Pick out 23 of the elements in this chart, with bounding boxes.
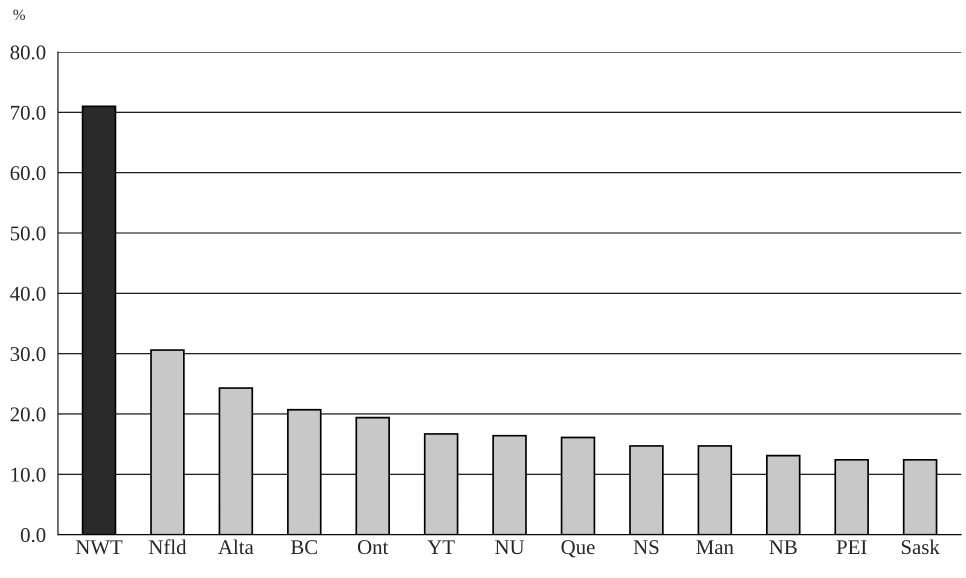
y-tick-label: 0.0 xyxy=(20,528,46,542)
y-tick-label: 40.0 xyxy=(10,286,46,301)
x-tick-label: Nfld xyxy=(148,539,186,554)
x-tick-label: BC xyxy=(290,540,318,554)
y-tick-label: 70.0 xyxy=(11,106,46,120)
x-tick-label: Que xyxy=(561,540,595,558)
x-tick-label: Man xyxy=(696,540,734,554)
x-tick-label: NU xyxy=(495,540,524,554)
y-tick-label: 30.0 xyxy=(10,347,46,362)
y-tick-label: 50.0 xyxy=(10,226,46,241)
y-tick-label: 80.0 xyxy=(10,45,46,60)
y-axis-title: % xyxy=(13,10,26,20)
x-tick-label: NB xyxy=(769,540,797,554)
x-tick-label: Ont xyxy=(358,540,388,554)
y-tick-label: 20.0 xyxy=(10,407,46,422)
y-tick-label: 60.0 xyxy=(10,166,46,180)
x-tick-label: Sask xyxy=(902,540,940,554)
x-tick-label: Alta xyxy=(218,540,254,554)
x-tick-label: NWT xyxy=(76,540,122,554)
x-tick-label: YT xyxy=(427,540,455,554)
y-tick-label: 10.0 xyxy=(12,468,46,482)
x-tick-label: NS xyxy=(634,540,658,554)
x-tick-label: PEI xyxy=(836,540,867,554)
